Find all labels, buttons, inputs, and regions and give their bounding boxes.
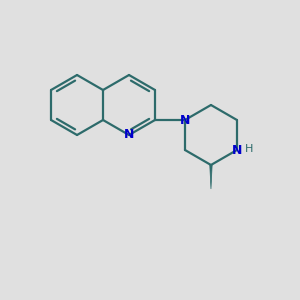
Text: N: N bbox=[180, 113, 190, 127]
Text: H: H bbox=[245, 143, 254, 154]
Text: N: N bbox=[124, 128, 134, 142]
Polygon shape bbox=[210, 165, 212, 189]
Text: N: N bbox=[232, 143, 242, 157]
